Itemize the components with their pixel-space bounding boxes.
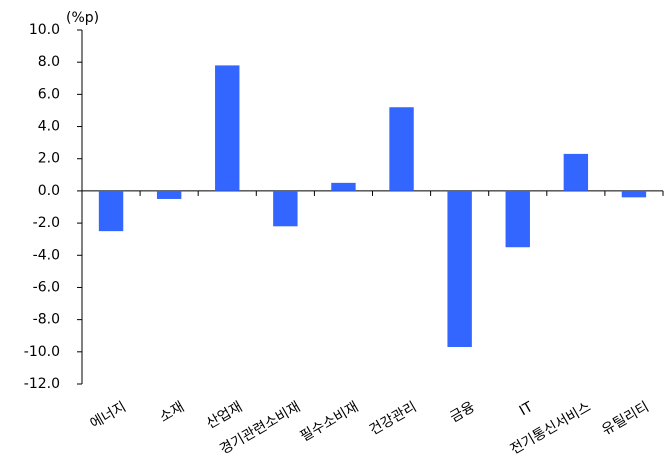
x-tick-label: IT	[517, 399, 536, 419]
bar	[215, 65, 240, 191]
x-tick-label: 건강관리	[367, 399, 420, 439]
y-tick-label: 8.0	[38, 54, 60, 70]
y-tick-label: 4.0	[38, 119, 60, 135]
x-tick-label: 소재	[157, 399, 187, 426]
x-tick-label: 유틸리티	[599, 399, 652, 439]
y-tick-label: -10.0	[24, 344, 60, 360]
y-tick-label: -12.0	[24, 376, 60, 392]
bar	[563, 153, 589, 191]
bar	[505, 190, 530, 248]
bar	[447, 190, 472, 347]
bar	[273, 190, 298, 227]
y-tick-label: -6.0	[33, 279, 60, 295]
y-tick-label: -2.0	[33, 215, 60, 231]
y-tick-label: 6.0	[38, 86, 60, 102]
bar	[98, 190, 124, 232]
y-tick-label: -4.0	[33, 247, 60, 263]
x-tick-label: 에너지	[88, 399, 129, 432]
y-tick-label: 10.0	[29, 22, 60, 38]
x-tick-label: 산업재	[204, 399, 245, 432]
y-tick-label: 0.0	[38, 183, 60, 199]
bar	[331, 182, 356, 191]
x-tick-label: 금융	[447, 399, 477, 426]
x-tick-label: 필수소비재	[298, 399, 362, 445]
y-tick-label: 2.0	[38, 151, 60, 167]
y-tick-label: -8.0	[33, 312, 60, 328]
bar	[156, 190, 182, 199]
bar	[621, 190, 647, 198]
y-axis-label: (%p)	[66, 10, 99, 26]
bar	[389, 107, 414, 191]
